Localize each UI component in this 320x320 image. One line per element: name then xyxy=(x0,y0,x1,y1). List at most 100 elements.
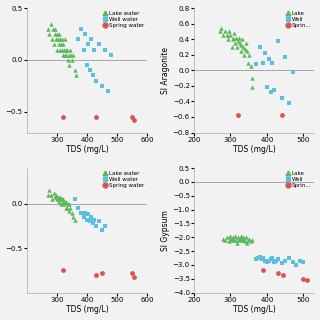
Point xyxy=(61,42,66,47)
Point xyxy=(222,29,228,34)
Point xyxy=(83,210,88,215)
Point xyxy=(86,42,91,47)
Point xyxy=(96,42,101,47)
Point xyxy=(51,26,56,31)
Point xyxy=(268,90,273,95)
Point xyxy=(229,44,234,50)
X-axis label: TDS (mg/L): TDS (mg/L) xyxy=(233,146,276,155)
Point xyxy=(102,47,108,52)
Point xyxy=(71,214,76,220)
Point xyxy=(100,270,105,276)
Point xyxy=(272,260,277,265)
Point xyxy=(235,112,240,117)
Point xyxy=(235,38,240,43)
Point xyxy=(47,188,52,193)
Point xyxy=(108,52,114,57)
Point xyxy=(227,29,232,34)
Point xyxy=(59,47,64,52)
Point xyxy=(54,196,60,202)
Point xyxy=(301,260,306,265)
Point xyxy=(290,260,295,265)
Point xyxy=(233,35,238,40)
Point xyxy=(232,237,237,243)
Point xyxy=(264,260,269,265)
Point xyxy=(237,236,242,241)
Point xyxy=(243,46,248,51)
Point xyxy=(230,236,235,241)
Point xyxy=(286,255,292,260)
Point xyxy=(69,52,74,57)
Point xyxy=(305,277,310,283)
Point xyxy=(50,196,55,202)
Legend: Lake, Well, Sprin...: Lake, Well, Sprin... xyxy=(285,11,312,28)
Point xyxy=(239,237,244,243)
Point xyxy=(84,217,90,222)
Point xyxy=(71,52,76,57)
Point xyxy=(217,29,222,34)
Point xyxy=(297,258,302,263)
Point xyxy=(229,237,234,243)
Point xyxy=(232,30,237,36)
Point xyxy=(240,36,245,42)
Point xyxy=(67,201,72,206)
Point xyxy=(51,190,56,196)
Point xyxy=(261,60,266,65)
Point xyxy=(48,192,53,197)
Point xyxy=(243,235,248,240)
Point xyxy=(69,57,75,62)
Point xyxy=(96,219,101,224)
Point xyxy=(89,214,94,220)
Point xyxy=(246,236,251,241)
Point xyxy=(63,47,68,52)
Point xyxy=(259,257,264,262)
Point xyxy=(241,44,246,50)
Point xyxy=(66,57,71,62)
Point xyxy=(60,36,65,42)
Point xyxy=(76,205,81,211)
Point xyxy=(237,41,242,46)
Point xyxy=(72,196,77,202)
Point xyxy=(78,210,84,215)
Point xyxy=(78,26,84,31)
X-axis label: TDS (mg/L): TDS (mg/L) xyxy=(66,146,108,155)
Point xyxy=(224,235,229,240)
Point xyxy=(235,44,240,50)
Point xyxy=(93,114,99,119)
Point xyxy=(45,192,50,197)
Point xyxy=(60,196,65,202)
Point xyxy=(231,235,236,240)
Point xyxy=(253,61,259,67)
Point xyxy=(102,223,108,228)
Point xyxy=(64,199,69,204)
Point xyxy=(93,223,99,228)
Point xyxy=(61,47,67,52)
Legend: Lake, Well, Sprin...: Lake, Well, Sprin... xyxy=(285,171,312,188)
Point xyxy=(301,276,306,281)
Point xyxy=(270,255,275,260)
Point xyxy=(290,69,295,74)
Legend: Lake water, Well water, Spring water: Lake water, Well water, Spring water xyxy=(102,171,144,188)
Point xyxy=(283,54,288,60)
Point xyxy=(91,220,96,226)
Point xyxy=(131,117,136,123)
Point xyxy=(45,26,50,31)
Point xyxy=(220,33,226,38)
Point xyxy=(86,212,91,217)
Point xyxy=(72,217,77,222)
Point xyxy=(228,233,233,238)
Point xyxy=(58,196,63,202)
Point xyxy=(268,257,273,262)
Point xyxy=(87,219,92,224)
Point xyxy=(257,254,262,259)
Point xyxy=(283,258,288,263)
Point xyxy=(232,41,237,46)
Point xyxy=(294,262,299,268)
Point xyxy=(238,233,243,238)
Point xyxy=(248,239,253,244)
Point xyxy=(84,62,90,68)
Point xyxy=(81,214,86,220)
Point xyxy=(227,236,232,241)
Point xyxy=(246,52,251,57)
Point xyxy=(74,73,79,78)
Point xyxy=(131,274,136,279)
